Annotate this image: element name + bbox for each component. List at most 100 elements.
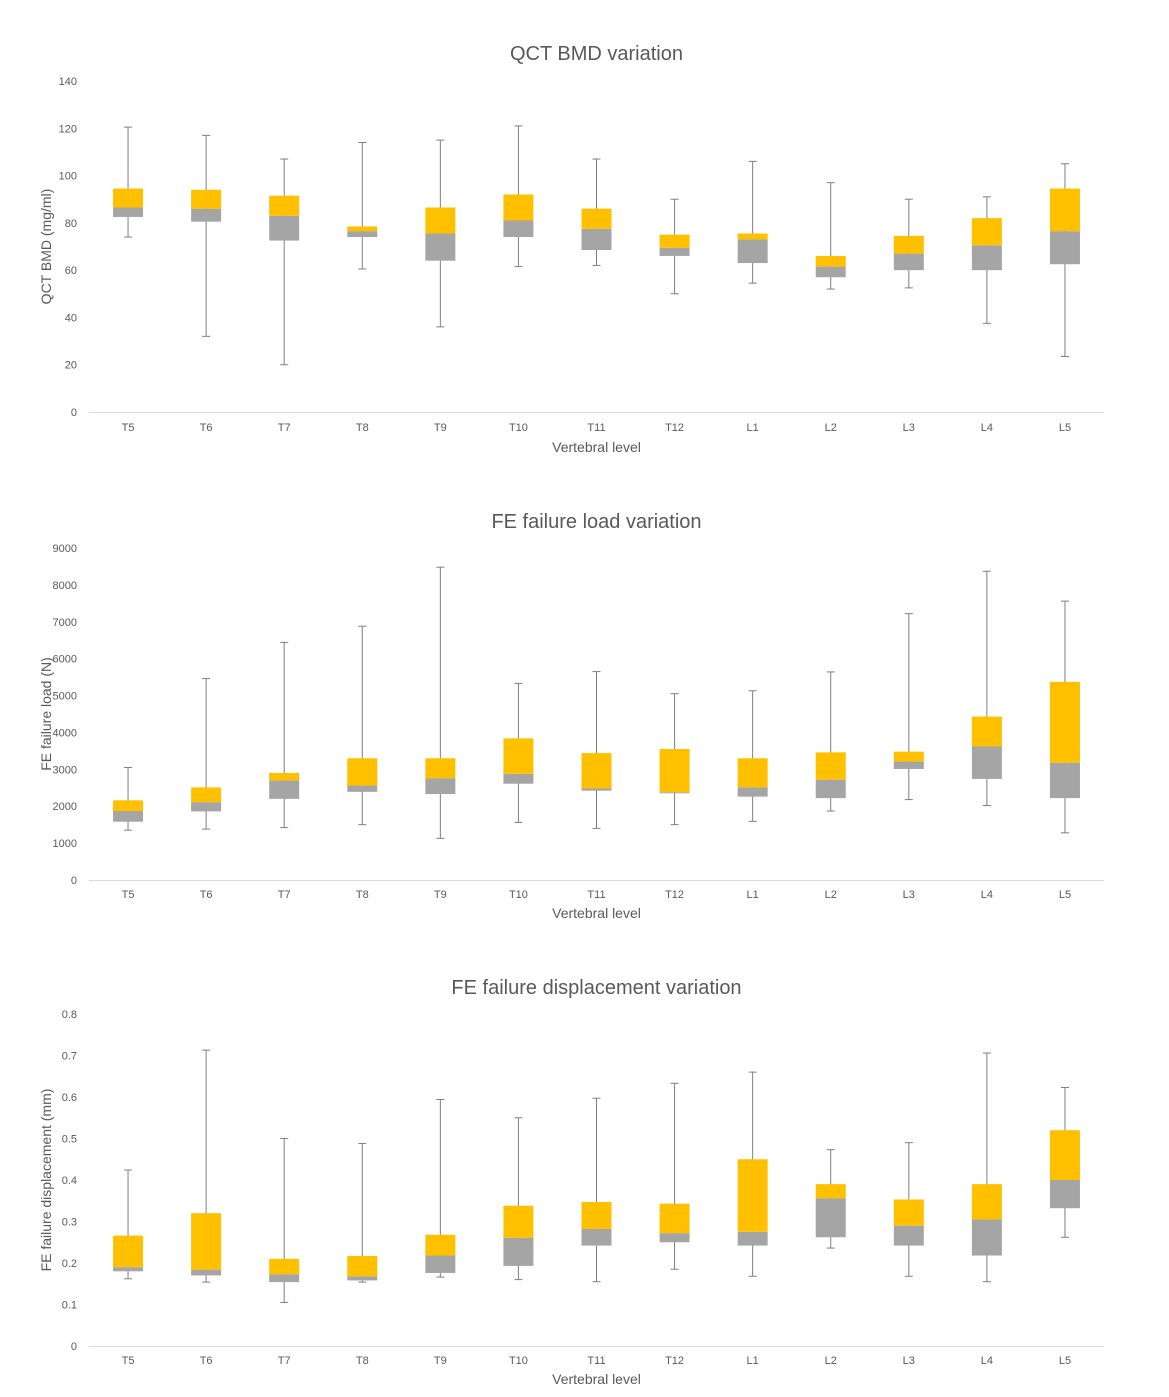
x-tick-label: T10 [509,422,528,434]
y-tick-label: 20 [65,360,77,372]
box-upper-quartile [191,787,222,803]
chart-title: FE failure displacement variation [451,977,741,999]
box-t10 [503,125,534,268]
box-upper-quartile [659,1203,690,1234]
box-upper-quartile [659,749,690,793]
box-lower-quartile [815,779,846,799]
box-upper-quartile [425,207,456,234]
box-upper-quartile [971,716,1002,747]
box-lower-quartile [581,1228,612,1246]
box-upper-quartile [425,758,456,779]
y-tick-label: 120 [59,123,77,135]
box-upper-quartile [815,1184,846,1199]
box-lower-quartile [269,780,300,799]
x-tick-label: T7 [278,889,291,901]
x-tick-label: T6 [200,422,213,434]
box-lower-quartile [425,778,456,795]
box-upper-quartile [737,758,768,788]
box-t6 [191,134,222,337]
box-l2 [815,1149,846,1249]
x-tick-label: T9 [434,889,447,901]
box-l3 [893,1142,924,1277]
box-lower-quartile [503,220,534,238]
chart-title: QCT BMD variation [510,43,683,65]
box-upper-quartile [503,738,534,774]
box-upper-quartile [269,195,300,216]
box-lower-quartile [113,207,144,217]
box-lower-quartile [191,1269,222,1276]
box-lower-quartile [113,1267,144,1272]
x-tick-label: L1 [747,1355,759,1367]
x-tick-label: T8 [356,422,369,434]
x-tick-label: T11 [587,422,605,434]
box-lower-quartile [971,245,1002,271]
y-tick-label: 0 [71,875,77,887]
box-upper-quartile [347,226,378,232]
box-upper-quartile [269,773,300,781]
box-upper-quartile [113,188,144,208]
x-tick-label: L1 [747,889,759,901]
x-axis-title: Vertebral level [552,1371,641,1387]
x-tick-label: T6 [200,1355,213,1367]
x-tick-label: T12 [665,889,684,901]
box-lower-quartile [815,1198,846,1238]
box-upper-quartile [581,208,612,229]
y-tick-label: 0.1 [62,1300,77,1312]
x-tick-label: L2 [825,1355,837,1367]
chart-3: FE failure displacement variation 0 0.1 0.2… [38,977,1104,1387]
x-tick-label: L3 [903,1355,915,1367]
box-t6 [191,1049,222,1283]
x-tick-label: T9 [434,1355,447,1367]
box-upper-quartile [971,218,1002,246]
box-l2 [815,671,846,812]
box-t9 [425,566,456,839]
box-l5 [1049,600,1080,834]
y-axis-title: FE failure displacement (mm) [38,1089,54,1272]
box-upper-quartile [893,235,924,254]
box-t11 [581,671,612,829]
x-tick-label: T8 [356,889,369,901]
x-tick-label: T11 [587,889,605,901]
box-t11 [581,158,612,266]
y-tick-label: 0 [71,407,77,419]
box-lower-quartile [737,1231,768,1246]
box-lower-quartile [659,1233,690,1243]
box-lower-quartile [1049,762,1080,799]
y-tick-label: 100 [59,171,77,183]
x-tick-label: T6 [200,889,213,901]
box-t7 [269,158,300,366]
box-upper-quartile [659,234,690,248]
box-lower-quartile [1049,231,1080,265]
box-lower-quartile [503,1237,534,1266]
y-tick-label: 4000 [53,727,77,739]
box-l1 [737,160,768,284]
y-tick-label: 8000 [53,580,77,592]
box-t12 [659,198,690,295]
x-tick-label: T8 [356,1355,369,1367]
box-upper-quartile [347,1255,378,1277]
box-t7 [269,641,300,829]
box-lower-quartile [659,792,690,794]
box-lower-quartile [971,746,1002,779]
x-tick-label: T5 [122,889,135,901]
box-lower-quartile [893,253,924,271]
y-tick-label: 3000 [53,764,77,776]
box-upper-quartile [815,255,846,267]
box-t5 [113,1169,144,1280]
box-lower-quartile [971,1219,1002,1256]
box-lower-quartile [737,787,768,797]
box-t5 [113,766,144,831]
box-upper-quartile [971,1184,1002,1220]
box-upper-quartile [191,189,222,209]
box-t9 [425,1098,456,1278]
box-t6 [191,678,222,830]
box-t12 [659,1082,690,1270]
x-tick-label: T12 [665,422,684,434]
box-t12 [659,693,690,826]
box-upper-quartile [503,1205,534,1238]
box-lower-quartile [191,802,222,812]
box-upper-quartile [737,1159,768,1232]
box-lower-quartile [1049,1180,1080,1209]
box-upper-quartile [113,800,144,812]
